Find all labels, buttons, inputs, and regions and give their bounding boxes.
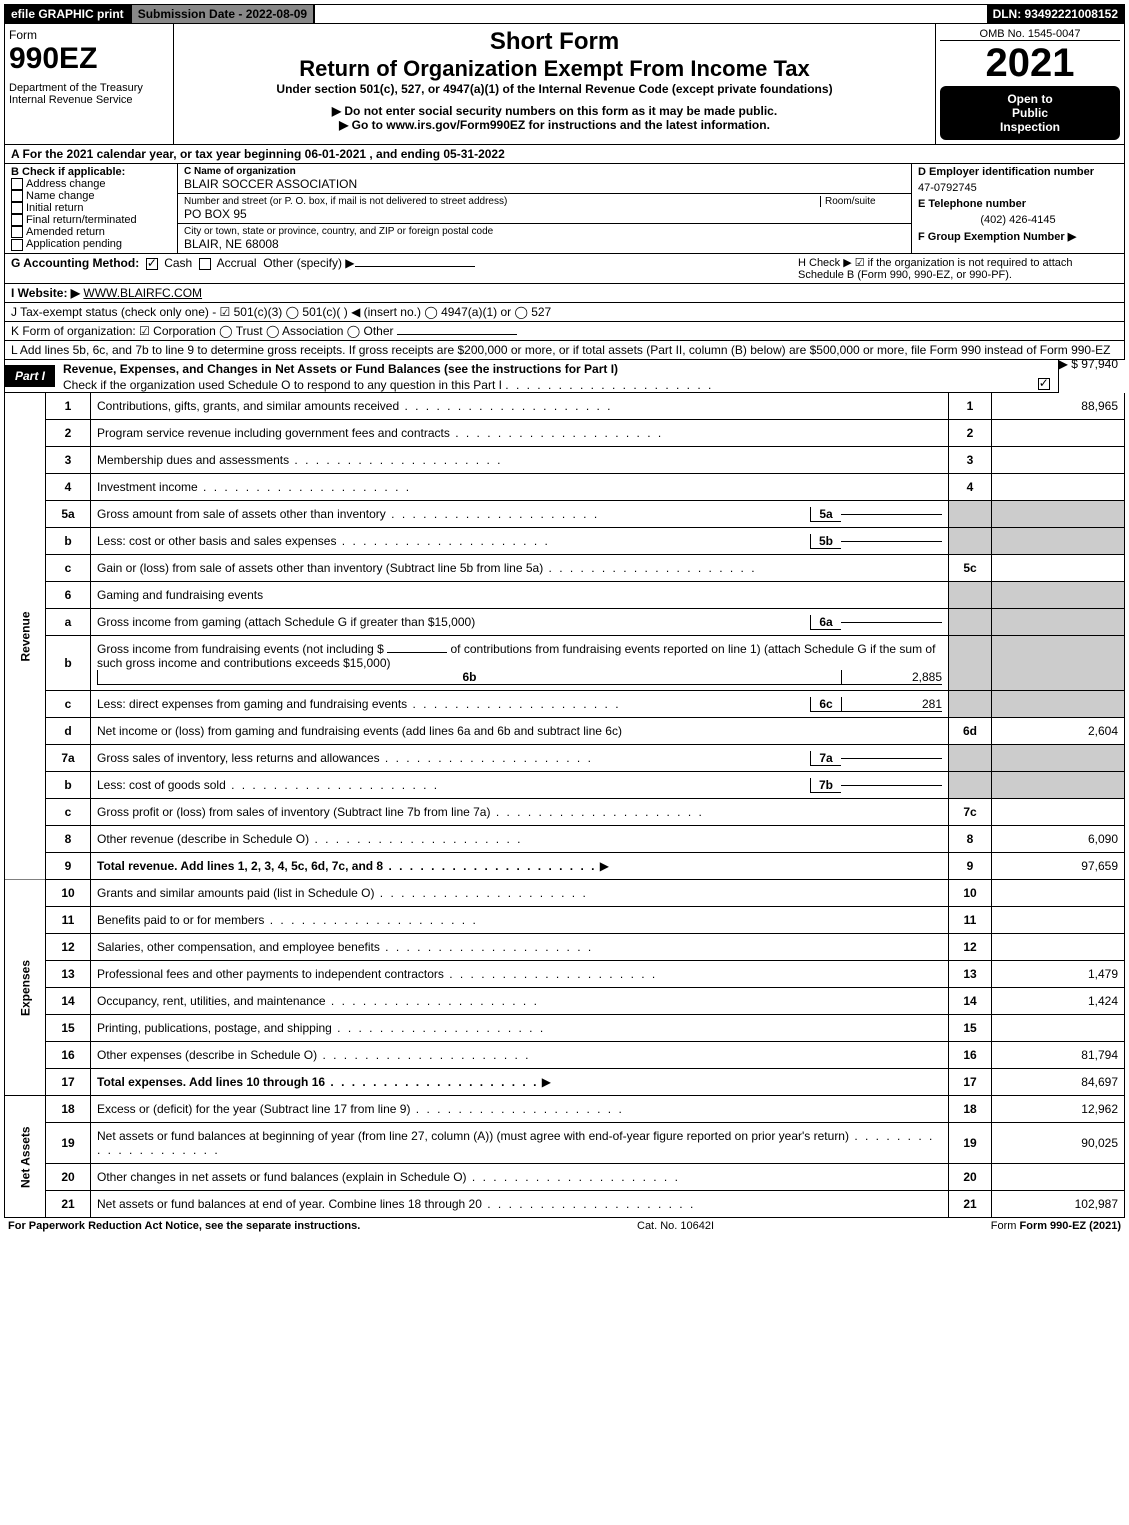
line-13-amount: 1,479 xyxy=(992,961,1125,988)
phone-label: E Telephone number xyxy=(918,198,1026,210)
part-1-table: Revenue 1Contributions, gifts, grants, a… xyxy=(4,393,1125,1218)
form-number: 990EZ xyxy=(9,42,169,76)
line-k-org-form: K Form of organization: ☑ Corporation ◯ … xyxy=(4,322,1125,341)
short-form-title: Short Form xyxy=(178,28,931,56)
line-1-amount: 88,965 xyxy=(992,393,1125,420)
line-g-h-row: G Accounting Method: Cash Accrual Other … xyxy=(4,254,1125,284)
main-title: Return of Organization Exempt From Incom… xyxy=(178,56,931,82)
info-grid: B Check if applicable: Address change Na… xyxy=(4,164,1125,254)
subtitle: Under section 501(c), 527, or 4947(a)(1)… xyxy=(178,82,931,96)
ein-value: 47-0792745 xyxy=(918,182,1118,194)
part-1-tag: Part I xyxy=(5,365,55,387)
line-19-amount: 90,025 xyxy=(992,1123,1125,1164)
line-21-amount: 102,987 xyxy=(992,1191,1125,1218)
expenses-label: Expenses xyxy=(5,880,46,1096)
group-exemption-label: F Group Exemption Number ▶ xyxy=(918,231,1076,243)
line-9-total-revenue: 97,659 xyxy=(992,853,1125,880)
org-name-label: C Name of organization xyxy=(184,166,296,177)
line-18-amount: 12,962 xyxy=(992,1096,1125,1123)
line-16-amount: 81,794 xyxy=(992,1042,1125,1069)
phone-value: (402) 426-4145 xyxy=(918,214,1118,226)
goto-link[interactable]: ▶ Go to www.irs.gov/Form990EZ for instru… xyxy=(178,118,931,132)
cash-checkbox[interactable] xyxy=(146,258,158,270)
open-to-public-badge: Open to Public Inspection xyxy=(940,86,1120,140)
gross-receipts-amount: ▶ $ 97,940 xyxy=(1059,357,1118,371)
line-17-total-expenses: 84,697 xyxy=(992,1069,1125,1096)
room-label: Room/suite xyxy=(820,196,905,207)
page-footer: For Paperwork Reduction Act Notice, see … xyxy=(4,1218,1125,1234)
paperwork-notice: For Paperwork Reduction Act Notice, see … xyxy=(8,1220,360,1232)
schedule-o-checkbox[interactable] xyxy=(1038,378,1050,390)
line-h-schedule-b: H Check ▶ ☑ if the organization is not r… xyxy=(798,256,1118,281)
line-j-tax-exempt: J Tax-exempt status (check only one) - ☑… xyxy=(4,303,1125,322)
line-i-website: I Website: ▶ WWW.BLAIRFC.COM xyxy=(4,284,1125,303)
submission-date: Submission Date - 2022-08-09 xyxy=(130,5,315,23)
form-id-footer: Form Form 990-EZ (2021) xyxy=(991,1220,1121,1232)
city-state-zip: BLAIR, NE 68008 xyxy=(184,237,905,251)
section-d-identifiers: D Employer identification number 47-0792… xyxy=(912,164,1124,253)
line-14-amount: 1,424 xyxy=(992,988,1125,1015)
omb-number: OMB No. 1545-0047 xyxy=(940,28,1120,41)
website-value[interactable]: WWW.BLAIRFC.COM xyxy=(83,286,202,300)
street-label: Number and street (or P. O. box, if mail… xyxy=(184,196,820,207)
top-bar: efile GRAPHIC print Submission Date - 20… xyxy=(4,4,1125,24)
line-a-tax-year: A For the 2021 calendar year, or tax yea… xyxy=(4,145,1125,164)
net-assets-label: Net Assets xyxy=(5,1096,46,1218)
line-6c-amount: 281 xyxy=(841,697,942,712)
part-1-header: Part I Revenue, Expenses, and Changes in… xyxy=(4,360,1059,393)
form-word: Form xyxy=(9,28,169,42)
section-c-org-info: C Name of organization BLAIR SOCCER ASSO… xyxy=(178,164,912,253)
form-header: Form 990EZ Department of the Treasury In… xyxy=(4,24,1125,145)
line-l-gross-receipts: L Add lines 5b, 6c, and 7b to line 9 to … xyxy=(4,341,1125,360)
dln-number: DLN: 93492221008152 xyxy=(987,5,1124,23)
efile-print-button[interactable]: efile GRAPHIC print xyxy=(5,5,130,23)
tax-year: 2021 xyxy=(940,41,1120,86)
ein-label: D Employer identification number xyxy=(918,166,1094,178)
ssn-warning: ▶ Do not enter social security numbers o… xyxy=(178,104,931,118)
catalog-number: Cat. No. 10642I xyxy=(637,1220,714,1232)
section-b-checkboxes: B Check if applicable: Address change Na… xyxy=(5,164,178,253)
line-8-amount: 6,090 xyxy=(992,826,1125,853)
part-1-subtitle: Check if the organization used Schedule … xyxy=(63,378,502,392)
city-label: City or town, state or province, country… xyxy=(184,226,905,237)
accrual-checkbox[interactable] xyxy=(199,258,211,270)
part-1-title: Revenue, Expenses, and Changes in Net As… xyxy=(55,360,1058,378)
accounting-method-label: G Accounting Method: xyxy=(11,256,139,270)
street-address: PO BOX 95 xyxy=(184,207,905,221)
section-b-label: B Check if applicable: xyxy=(11,166,125,178)
line-6d-amount: 2,604 xyxy=(992,718,1125,745)
revenue-label: Revenue xyxy=(5,393,46,880)
line-6b-amount: 2,885 xyxy=(841,670,942,685)
org-name: BLAIR SOCCER ASSOCIATION xyxy=(184,177,905,191)
department-label: Department of the Treasury Internal Reve… xyxy=(9,82,169,106)
